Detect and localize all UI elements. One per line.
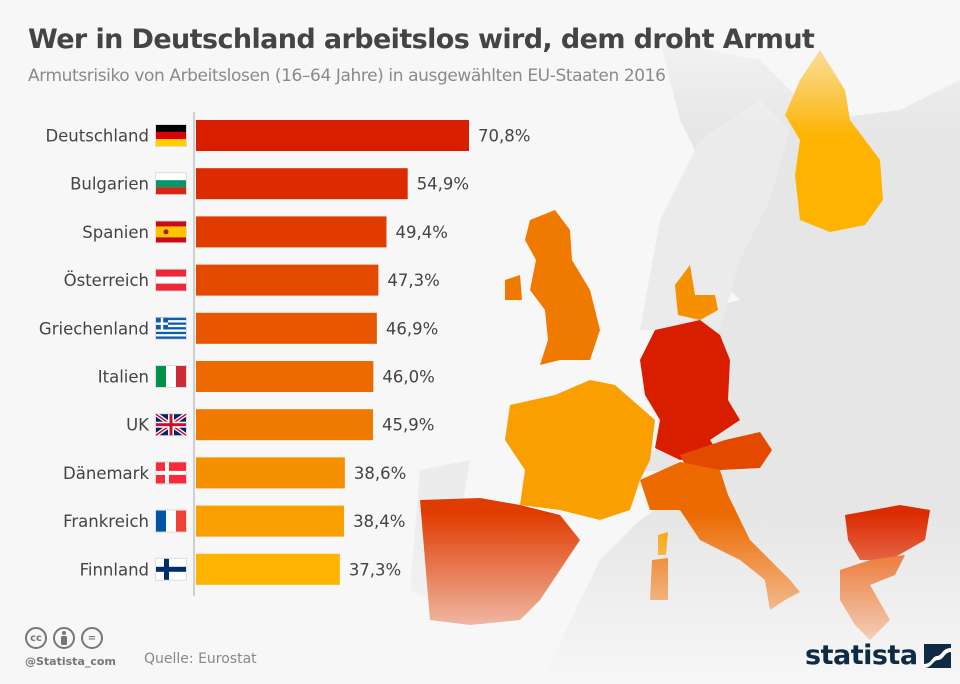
flag-at-icon [155,268,187,292]
chart-subtitle: Armutsrisiko von Arbeitslosen (16–64 Jah… [28,66,666,86]
flag-es-icon [155,220,187,244]
bar-row: Griechenland 46,9% [39,312,438,344]
bar [196,120,469,151]
category-label: Deutschland [45,127,149,146]
value-label: 45,9% [382,416,434,435]
chart-title: Wer in Deutschland arbeitslos wird, dem … [28,24,815,55]
bar-row: Spanien 49,4% [82,216,448,248]
bar [196,264,379,296]
value-label: 38,4% [353,512,405,531]
flag-de-icon [155,124,187,147]
value-label: 46,0% [382,368,434,387]
statista-logo[interactable]: statista [805,640,951,671]
category-label: Bulgarien [70,175,149,194]
bar [196,216,387,248]
value-label: 70,8% [478,127,530,146]
bar [196,553,340,585]
flag-uk-icon [154,412,188,437]
cc-icon: cc [25,627,47,649]
category-label: Spanien [82,223,149,242]
value-label: 49,4% [395,223,447,242]
by-icon [53,627,75,649]
flag-it-icon [155,365,187,388]
flag-fr-icon [155,509,187,533]
bar-row: Finnland 37,3% [80,553,401,585]
bar [196,505,345,537]
bar [196,361,374,392]
flag-dk-icon [155,461,187,485]
value-label: 37,3% [349,560,401,579]
value-label: 46,9% [386,319,438,338]
bar [196,457,345,489]
bar-row: Österreich 47,3% [64,264,440,296]
bar-row: UK 45,9% [126,409,434,441]
category-label: Italien [98,368,149,387]
bar-row: Italien 46,0% [98,361,435,392]
statista-logo-icon [923,643,951,668]
bar-row: Deutschland 70,8% [45,120,530,151]
category-label: Frankreich [63,512,149,531]
statista-handle[interactable]: @Statista_com [25,655,116,668]
bar [196,168,408,200]
logo-text: statista [805,640,918,671]
category-label: Finnland [80,560,149,579]
bar [196,409,373,441]
source-note: Quelle: Eurostat [144,651,257,667]
nd-icon: = [81,627,103,649]
bar-row: Bulgarien 54,9% [70,168,469,200]
bar-row: Frankreich 38,4% [63,505,405,537]
value-label: 47,3% [387,271,439,290]
category-label: Österreich [64,271,149,290]
value-label: 38,6% [354,464,406,483]
license-icons: cc = [25,627,103,649]
flag-gr-icon [155,316,187,340]
category-label: Griechenland [39,319,149,338]
bar [196,312,377,344]
bar-row: Dänemark 38,6% [63,457,406,489]
flag-bg-icon [155,172,187,196]
value-label: 54,9% [417,175,469,194]
flag-fi-icon [155,557,187,581]
category-label: Dänemark [63,464,149,483]
category-label: UK [126,416,150,435]
